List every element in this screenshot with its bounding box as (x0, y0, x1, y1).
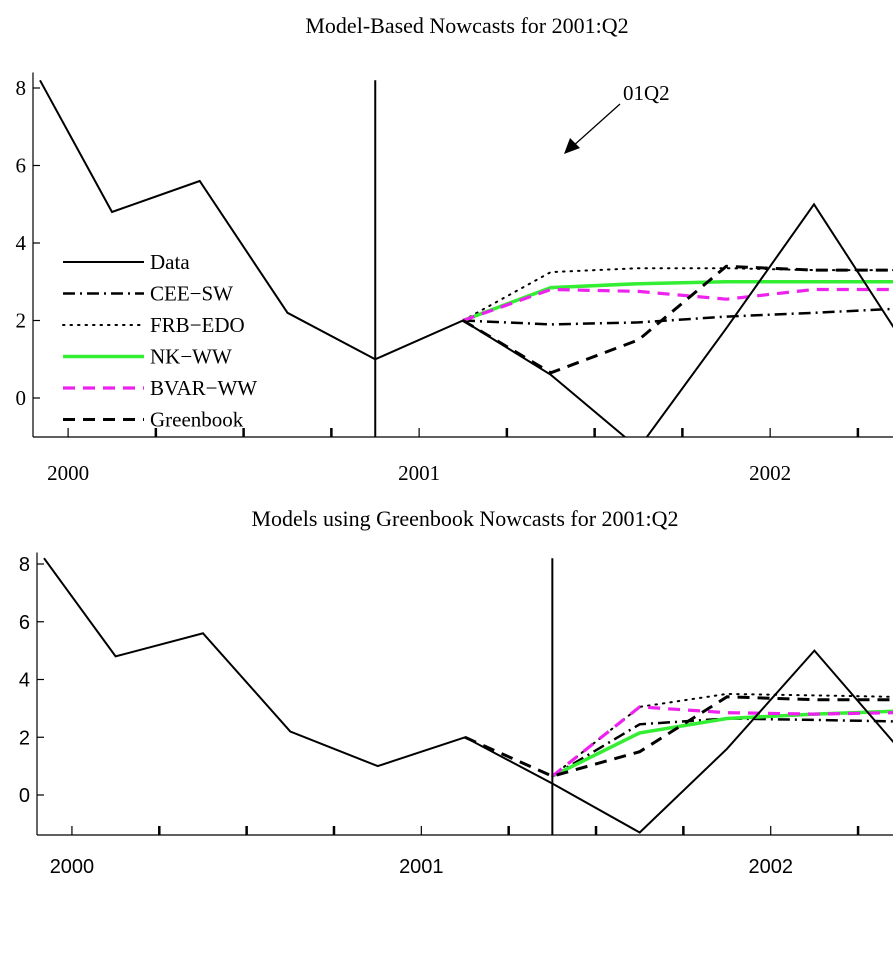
x-tick-label: 2000 (47, 461, 89, 485)
top-legend: Data CEE−SW FRB−EDO NK−WW BVAR−WW Greenbook (62, 250, 257, 432)
series-line-greenbook (464, 695, 893, 778)
bottom-chart-title: Models using Greenbook Nowcasts for 2001… (251, 506, 678, 531)
series-line-bvar-ww (551, 705, 893, 778)
series-line-cee-sw (551, 717, 893, 778)
series-line-nk-ww (551, 709, 893, 778)
legend-label-greenbook: Greenbook (150, 408, 244, 432)
top-plot-area: 0 2 4 6 8 2000 2001 2002 01Q2 (16, 72, 893, 485)
x-tick-label: 2001 (398, 461, 440, 485)
legend-label-data: Data (150, 250, 190, 274)
series-line-frb-edo (551, 692, 893, 778)
x-tick-label: 2002 (749, 461, 791, 485)
y-tick-label: 4 (19, 670, 30, 692)
y-tick-label: 8 (16, 76, 27, 100)
series-line-nk-ww (462, 280, 893, 323)
x-tick-label: 2001 (399, 856, 444, 878)
legend-label-bvar-ww: BVAR−WW (150, 376, 257, 400)
series-line-data (43, 557, 893, 834)
series-line-data (39, 79, 893, 437)
nowcast-chart-bottom: Models using Greenbook Nowcasts for 2001… (19, 506, 893, 878)
x-tick-label: 2002 (748, 856, 793, 878)
annotation-arrow-shaft (571, 103, 621, 148)
series-line-cee-sw (462, 307, 893, 326)
top-chart-title: Model-Based Nowcasts for 2001:Q2 (305, 13, 628, 38)
vline-annotation-label: 01Q2 (623, 81, 670, 105)
y-tick-label: 2 (19, 727, 30, 749)
y-tick-label: 0 (19, 785, 30, 807)
y-tick-label: 4 (16, 231, 27, 255)
y-tick-label: 6 (19, 612, 30, 634)
series-line-greenbook (462, 264, 893, 375)
legend-label-cee-sw: CEE−SW (150, 282, 233, 306)
y-tick-label: 2 (16, 309, 27, 333)
y-tick-label: 0 (16, 386, 27, 410)
bottom-plot-area: 0 2 4 6 8 2000 2001 2002 (19, 552, 893, 878)
y-tick-label: 6 (16, 154, 27, 178)
x-tick-label: 2000 (50, 856, 95, 878)
y-tick-label: 8 (19, 554, 30, 576)
legend-label-frb-edo: FRB−EDO (150, 313, 245, 337)
nowcast-chart-top: Model-Based Nowcasts for 2001:Q2 0 2 4 6 8 20… (16, 13, 893, 485)
annotation-arrow-head (564, 138, 580, 154)
series-line-bvar-ww (462, 287, 893, 323)
legend-label-nk-ww: NK−WW (150, 345, 232, 369)
